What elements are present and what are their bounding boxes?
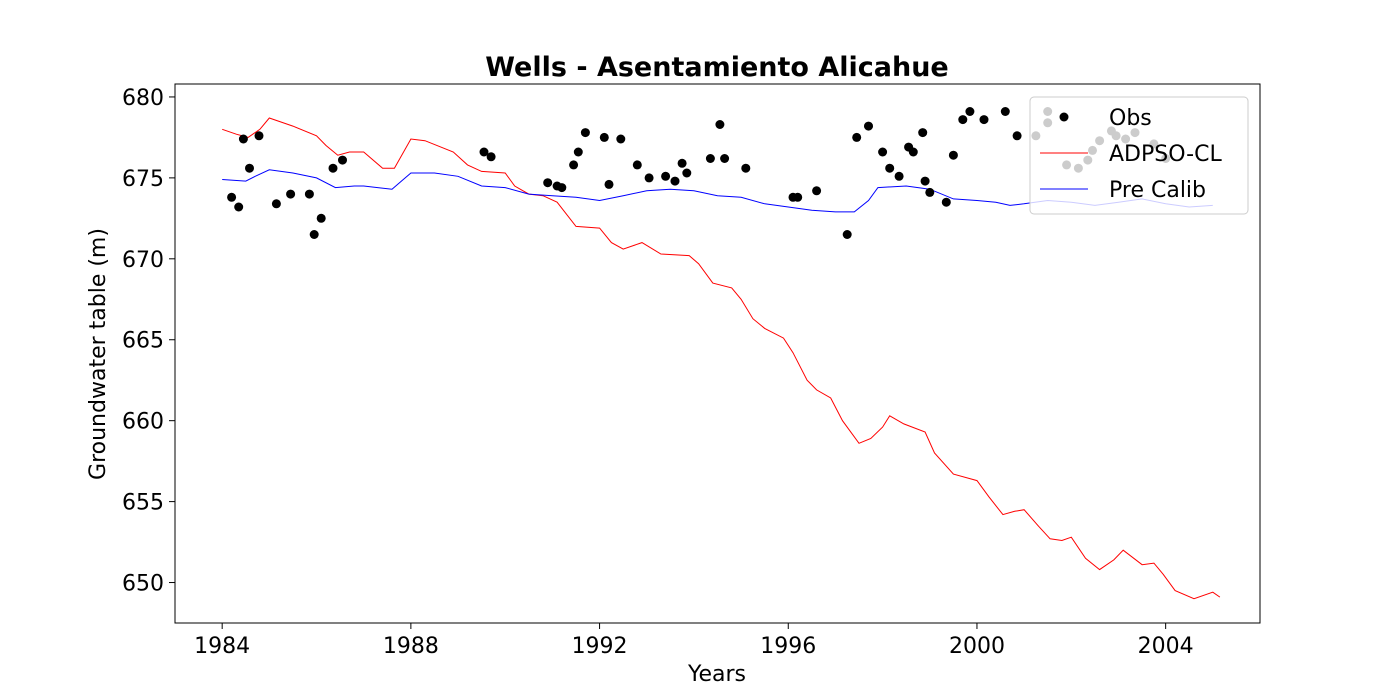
x-tick-label: 1996 — [760, 634, 816, 659]
obs-point — [670, 176, 680, 186]
legend-box — [1029, 96, 1249, 215]
obs-point — [580, 128, 590, 138]
y-tick-label: 675 — [122, 167, 164, 192]
obs-point — [661, 171, 671, 181]
obs-point — [227, 192, 237, 202]
obs-point — [842, 230, 852, 239]
obs-point — [604, 179, 614, 189]
obs-point — [271, 199, 281, 209]
y-axis: 650 655 660 665 670 675 680 — [122, 86, 175, 597]
x-tick-label: 1988 — [383, 634, 439, 659]
obs-point — [316, 213, 326, 223]
legend: Obs ADPSO-CL Pre Calib — [1029, 96, 1249, 215]
obs-point — [486, 152, 496, 162]
obs-point — [557, 183, 567, 193]
obs-point — [644, 173, 654, 183]
obs-point — [543, 178, 553, 188]
legend-label: Pre Calib — [1109, 178, 1206, 203]
legend-marker-obs — [1059, 112, 1069, 122]
obs-point — [286, 189, 296, 199]
x-tick-label: 1984 — [194, 634, 250, 659]
obs-point — [894, 171, 904, 181]
obs-point — [741, 163, 751, 173]
x-tick-label: 2004 — [1138, 634, 1194, 659]
obs-point — [979, 115, 989, 125]
y-tick-label: 655 — [122, 491, 164, 516]
x-tick-label: 2000 — [949, 634, 1005, 659]
y-tick-label: 680 — [122, 86, 164, 111]
obs-point — [908, 147, 918, 157]
chart-title: Wells - Asentamiento Alicahue — [485, 52, 949, 83]
obs-point — [941, 197, 951, 207]
obs-point — [864, 121, 873, 131]
obs-point — [569, 160, 579, 170]
obs-point — [682, 168, 692, 178]
obs-point — [965, 107, 975, 116]
obs-point — [920, 176, 930, 186]
obs-point — [479, 147, 489, 157]
obs-point — [812, 186, 822, 196]
y-tick-label: 650 — [122, 572, 164, 597]
obs-point — [852, 132, 862, 142]
obs-point — [234, 202, 244, 212]
obs-point — [925, 187, 935, 197]
obs-point — [885, 163, 895, 173]
obs-point — [238, 134, 248, 144]
series-line-pre-calib — [222, 169, 1213, 213]
obs-point — [304, 189, 314, 199]
plot-frame — [174, 83, 1261, 624]
obs-point — [958, 115, 968, 125]
obs-point — [1000, 107, 1010, 116]
obs-point — [309, 230, 319, 239]
obs-point — [918, 128, 928, 138]
x-axis: 1984 1988 1992 1996 2000 2004 — [194, 623, 1194, 659]
y-tick-label: 660 — [122, 410, 164, 435]
obs-point — [616, 134, 626, 144]
obs-point — [878, 147, 888, 157]
y-tick-label: 670 — [122, 248, 164, 273]
obs-point — [573, 147, 583, 157]
legend-label: ADPSO-CL — [1109, 142, 1222, 167]
obs-point — [1012, 131, 1022, 141]
obs-point — [254, 131, 264, 141]
obs-point — [720, 154, 730, 163]
y-tick-label: 665 — [122, 329, 164, 354]
obs-point — [793, 192, 803, 202]
obs-point — [245, 163, 254, 173]
legend-label: Obs — [1109, 106, 1152, 131]
obs-point — [705, 154, 715, 163]
obs-point — [715, 120, 725, 129]
obs-point — [599, 132, 609, 142]
x-axis-label: Years — [687, 662, 746, 687]
obs-point — [632, 160, 642, 170]
obs-point — [338, 155, 347, 165]
obs-point — [677, 158, 687, 168]
obs-point — [948, 150, 958, 160]
obs-point — [328, 163, 338, 173]
y-axis-label: Groundwater table (m) — [86, 228, 111, 480]
series-line-adpso-cl — [222, 117, 1221, 600]
x-tick-label: 1992 — [572, 634, 628, 659]
